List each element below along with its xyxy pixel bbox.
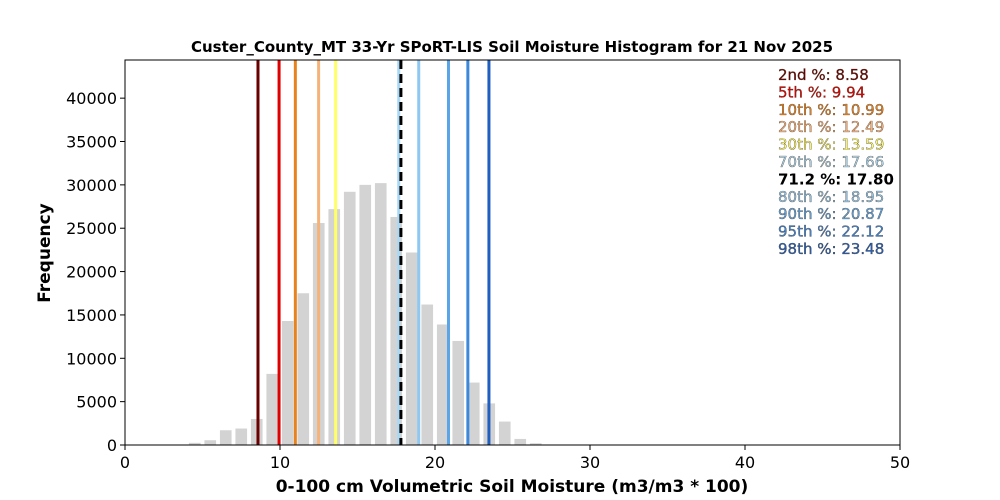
legend-entry: 2nd %: 8.58 bbox=[778, 66, 869, 84]
y-tick-label: 15000 bbox=[66, 306, 117, 325]
legend-entry: 10th %: 10.99 bbox=[778, 101, 884, 119]
x-tick-label: 40 bbox=[735, 453, 755, 472]
legend-entry: 95th %: 22.12 bbox=[778, 223, 884, 241]
chart-title: Custer_County_MT 33-Yr SPoRT-LIS Soil Mo… bbox=[191, 38, 833, 56]
percentile-lines-layer bbox=[256, 60, 491, 445]
histogram-bar bbox=[281, 321, 294, 445]
x-tick-label: 0 bbox=[120, 453, 130, 472]
histogram-bar bbox=[219, 430, 232, 445]
legend-entry: 5th %: 9.94 bbox=[778, 83, 865, 101]
x-tick-label: 30 bbox=[580, 453, 600, 472]
y-tick-label: 25000 bbox=[66, 219, 117, 238]
histogram-bar bbox=[421, 304, 434, 445]
x-tick-label: 20 bbox=[425, 453, 445, 472]
y-axis-ticks: 0 5000 10000 15000 20000 25000 30000 35000 40000 bbox=[66, 89, 125, 455]
y-axis-label: Frequency bbox=[35, 203, 55, 303]
histogram-bar bbox=[390, 216, 403, 445]
y-tick-label: 10000 bbox=[66, 349, 117, 368]
legend-entry: 80th %: 18.95 bbox=[778, 188, 884, 206]
x-axis-ticks: 0 10 20 30 40 50 bbox=[120, 445, 910, 472]
histogram-bar bbox=[235, 428, 248, 445]
legend-entry: 98th %: 23.48 bbox=[778, 240, 884, 258]
x-axis-label: 0-100 cm Volumetric Soil Moisture (m3/m3… bbox=[276, 477, 749, 497]
histogram-bar bbox=[467, 382, 480, 445]
histogram-bar bbox=[359, 184, 372, 446]
histogram-bar bbox=[498, 421, 511, 445]
histogram-bar bbox=[204, 440, 217, 445]
legend-entry: 30th %: 13.59 bbox=[778, 136, 884, 154]
histogram-bar bbox=[374, 183, 387, 445]
plot-frame bbox=[124, 59, 901, 446]
histogram-bar bbox=[405, 252, 418, 445]
y-tick-label: 5000 bbox=[76, 393, 117, 412]
histogram-bar bbox=[436, 324, 449, 445]
y-tick-label: 30000 bbox=[66, 176, 117, 195]
legend-current-value: 71.2 %: 17.80 bbox=[778, 170, 894, 188]
histogram-bar bbox=[266, 373, 279, 445]
histogram-bar bbox=[297, 293, 310, 445]
y-tick-label: 20000 bbox=[66, 263, 117, 282]
y-tick-label: 0 bbox=[107, 436, 117, 455]
legend-entry: 20th %: 12.49 bbox=[778, 118, 884, 136]
histogram-bar bbox=[452, 340, 465, 445]
histogram-bar bbox=[343, 191, 356, 445]
histogram-bar bbox=[514, 438, 527, 445]
y-tick-label: 40000 bbox=[66, 89, 117, 108]
y-tick-label: 35000 bbox=[66, 133, 117, 152]
x-tick-label: 10 bbox=[270, 453, 290, 472]
histogram-bar bbox=[529, 443, 542, 445]
legend-entry: 90th %: 20.87 bbox=[778, 205, 884, 223]
x-tick-label: 50 bbox=[890, 453, 910, 472]
legend-entry: 70th %: 17.66 bbox=[778, 153, 884, 171]
histogram-bar bbox=[188, 442, 201, 445]
